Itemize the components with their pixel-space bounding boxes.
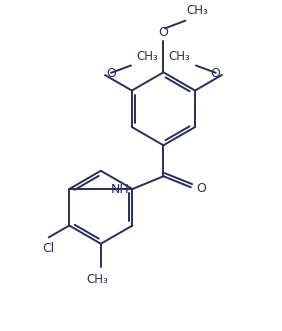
- Text: CH₃: CH₃: [187, 4, 208, 17]
- Text: NH: NH: [111, 183, 130, 196]
- Text: O: O: [158, 26, 168, 39]
- Text: O: O: [211, 67, 221, 80]
- Text: CH₃: CH₃: [87, 272, 108, 286]
- Text: O: O: [196, 182, 206, 195]
- Text: CH₃: CH₃: [136, 50, 158, 63]
- Text: CH₃: CH₃: [169, 50, 190, 63]
- Text: O: O: [106, 67, 116, 80]
- Text: Cl: Cl: [43, 242, 55, 256]
